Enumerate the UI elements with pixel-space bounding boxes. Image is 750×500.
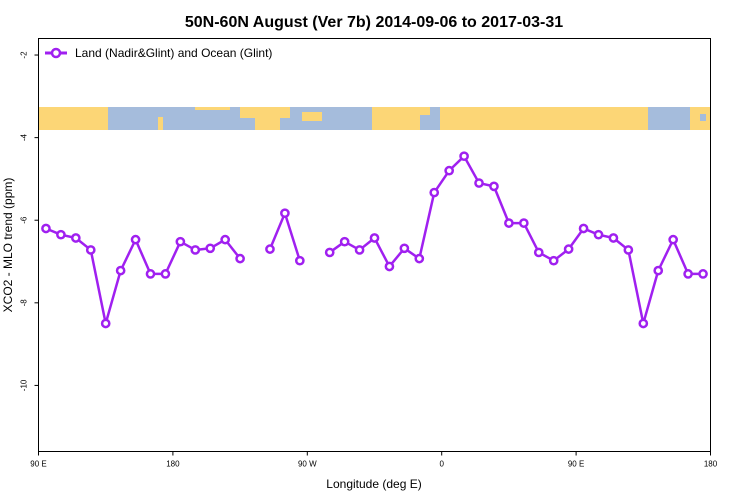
data-point xyxy=(190,245,201,255)
y-axis-label: XCO2 - MLO trend (ppm) xyxy=(1,178,15,313)
map-water xyxy=(648,107,688,125)
legend-label: Land (Nadir&Glint) and Ocean (Glint) xyxy=(75,46,272,60)
data-point xyxy=(354,245,365,255)
data-point xyxy=(459,151,469,162)
data-point xyxy=(638,318,649,329)
map-land xyxy=(420,107,430,115)
data-point xyxy=(518,218,529,228)
x-tick-label: 180 xyxy=(704,460,718,469)
map-land xyxy=(302,112,322,121)
legend: Land (Nadir&Glint) and Ocean (Glint) xyxy=(45,46,272,60)
map-land xyxy=(255,118,280,130)
data-point xyxy=(160,269,171,279)
data-point xyxy=(399,243,410,254)
data-point xyxy=(369,233,380,243)
data-point xyxy=(578,223,589,234)
data-point xyxy=(384,261,395,272)
y-tick-label: -6 xyxy=(20,216,29,224)
data-point xyxy=(41,223,51,234)
map-water xyxy=(198,111,224,130)
y-tick-label: -8 xyxy=(20,299,29,307)
data-point xyxy=(339,236,350,247)
data-point xyxy=(474,178,484,188)
map-water xyxy=(325,107,362,128)
y-tick-label: -10 xyxy=(20,379,29,391)
map-land xyxy=(440,107,648,130)
data-point xyxy=(548,255,559,266)
data-point xyxy=(698,269,708,279)
data-point xyxy=(56,229,66,240)
y-tick-label: -4 xyxy=(20,134,29,142)
data-point xyxy=(608,233,619,243)
data-point xyxy=(175,236,186,247)
data-point xyxy=(265,244,275,254)
data-point xyxy=(70,233,81,243)
plot-frame xyxy=(38,38,711,452)
y-tick-label: -2 xyxy=(20,51,29,59)
data-point xyxy=(235,253,245,264)
data-point xyxy=(489,181,499,192)
data-point xyxy=(429,187,440,198)
data-point xyxy=(205,243,216,254)
data-point xyxy=(533,247,544,258)
data-point xyxy=(145,269,156,279)
map-strip xyxy=(39,107,710,130)
data-point xyxy=(444,165,455,176)
x-tick-label: 90 W xyxy=(298,460,317,469)
x-tick-label: 180 xyxy=(166,460,180,469)
x-tick-label: 90 E xyxy=(568,460,584,469)
data-point xyxy=(280,208,290,219)
x-tick-label: 0 xyxy=(439,460,444,469)
map-land xyxy=(240,107,290,118)
data-point xyxy=(414,253,425,264)
data-point xyxy=(324,247,335,258)
data-point xyxy=(115,265,126,276)
data-point xyxy=(85,245,96,255)
data-point xyxy=(504,218,514,228)
legend-marker xyxy=(50,47,62,59)
chart-title: 50N-60N August (Ver 7b) 2014-09-06 to 20… xyxy=(185,14,563,31)
data-point xyxy=(668,234,679,245)
data-point xyxy=(220,234,231,245)
data-point xyxy=(563,244,574,254)
map-water xyxy=(700,114,706,121)
x-axis-label: Longitude (deg E) xyxy=(326,477,421,491)
data-point xyxy=(593,229,604,240)
x-axis-ticks: 90 E 180 90 W 0 90 E 180 xyxy=(30,451,718,469)
data-point xyxy=(653,265,664,276)
series-line xyxy=(268,211,302,262)
series-layer xyxy=(41,151,708,329)
map-land xyxy=(158,117,163,130)
data-point xyxy=(623,245,634,255)
map-land xyxy=(372,107,420,130)
x-tick-label: 90 E xyxy=(30,460,46,469)
map-water xyxy=(236,120,252,130)
data-point xyxy=(294,255,305,266)
y-axis-ticks: -2 -4 -6 -8 -10 xyxy=(20,51,39,391)
series-line xyxy=(328,154,704,325)
map-water xyxy=(110,107,152,125)
data-point xyxy=(100,318,111,329)
map-land xyxy=(39,107,108,130)
data-point xyxy=(683,269,693,279)
map-land xyxy=(195,107,230,110)
data-point xyxy=(130,234,141,245)
